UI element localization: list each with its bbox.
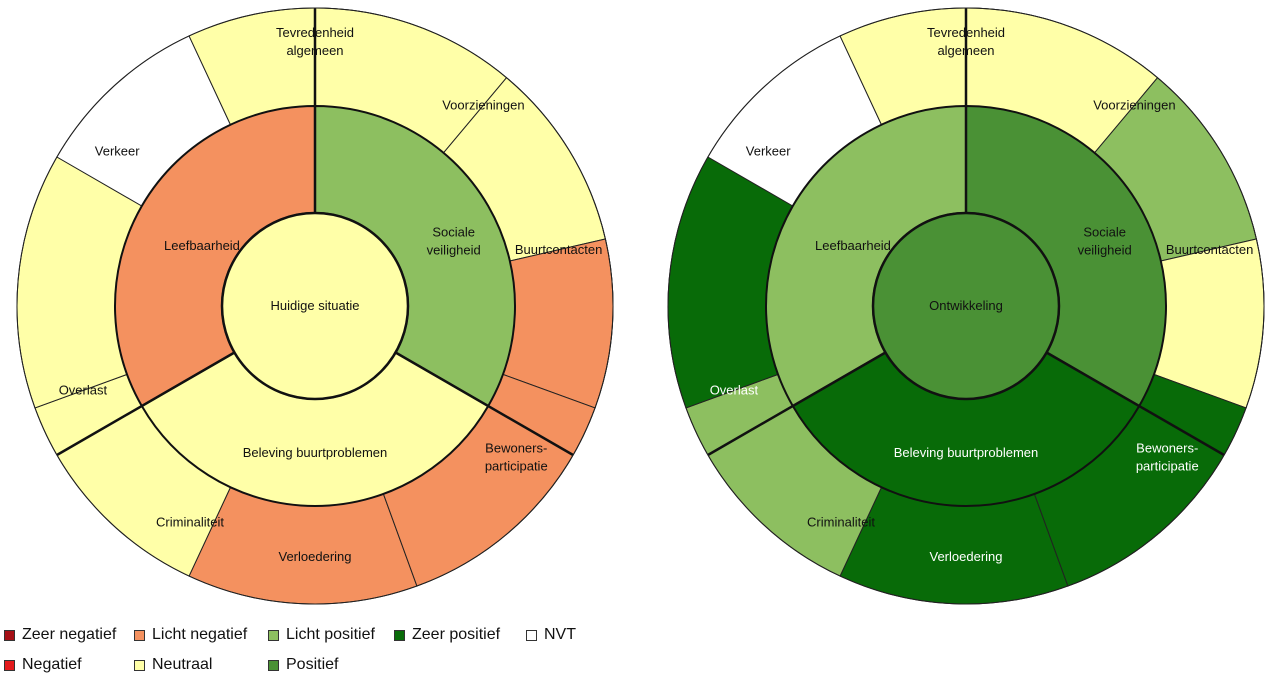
- segment-label-criminaliteit: Criminaliteit: [807, 515, 875, 530]
- group-label-leefbaarheid: Leefbaarheid: [164, 238, 240, 253]
- legend-item-negatief: Negatief: [4, 656, 82, 674]
- segment-label-verkeer: Verkeer: [746, 143, 791, 158]
- legend-item-neutraal: Neutraal: [134, 656, 212, 674]
- outer-ring-border: [667, 7, 1265, 605]
- segment-label-buurtcontacten: Buurtcontacten: [515, 242, 602, 257]
- legend-swatch-zeer-positief: [394, 629, 405, 641]
- segment-label-bewoners-participatie: Bewoners-participatie: [1136, 441, 1199, 474]
- segment-label-verloedering: Verloedering: [930, 549, 1003, 564]
- legend-label: Neutraal: [152, 656, 213, 673]
- legend-swatch-negatief: [4, 659, 15, 671]
- legend-swatch-licht-negatief: [134, 629, 145, 641]
- segment-label-voorzieningen: Voorzieningen: [442, 97, 524, 112]
- category-divider: [707, 351, 887, 457]
- category-divider: [56, 351, 236, 457]
- legend-swatch-positief: [268, 659, 279, 671]
- group-label-beleving-buurtproblemen: Beleving buurtproblemen: [243, 445, 388, 460]
- segment-label-overlast: Overlast: [710, 382, 759, 397]
- category-divider: [394, 351, 574, 457]
- segment-label-buurtcontacten: Buurtcontacten: [1166, 242, 1253, 257]
- center-label: Huidige situatie: [271, 298, 360, 313]
- legend-swatch-licht-positief: [268, 629, 279, 641]
- group-label-sociale-veiligheid: Sociale veiligheid: [1078, 224, 1132, 257]
- group-label-beleving-buurtproblemen: Beleving buurtproblemen: [894, 445, 1039, 460]
- outer-ring-border: [16, 7, 614, 605]
- segment-label-verkeer: Verkeer: [95, 143, 140, 158]
- segment-label-bewoners-participatie: Bewoners-participatie: [485, 441, 548, 474]
- segment-label-overlast: Overlast: [59, 382, 108, 397]
- group-label-leefbaarheid: Leefbaarheid: [815, 238, 891, 253]
- center-circle: [871, 211, 1061, 401]
- legend-swatch-zeer-negatief: [4, 629, 15, 641]
- legend-label: Licht positief: [286, 626, 375, 643]
- legend-label: Positief: [286, 656, 339, 673]
- legend-label: Zeer negatief: [22, 626, 117, 643]
- legend-swatch-nvt: [526, 629, 537, 641]
- legend-item-zeer-negatief: Zeer negatief: [4, 626, 116, 644]
- legend-item-nvt: NVT: [526, 626, 576, 644]
- center-circle: [220, 211, 410, 401]
- category-divider: [1045, 351, 1225, 457]
- segment-label-verloedering: Verloedering: [279, 549, 352, 564]
- legend-item-zeer-positief: Zeer positief: [394, 626, 500, 644]
- segment-label-voorzieningen: Voorzieningen: [1093, 97, 1175, 112]
- legend-label: Licht negatief: [152, 626, 248, 643]
- legend-item-positief: Positief: [268, 656, 338, 674]
- segment-label-criminaliteit: Criminaliteit: [156, 515, 224, 530]
- center-label: Ontwikkeling: [929, 298, 1003, 313]
- group-label-sociale-veiligheid: Sociale veiligheid: [427, 224, 481, 257]
- legend-swatch-neutraal: [134, 659, 145, 671]
- legend-item-licht-negatief: Licht negatief: [134, 626, 247, 644]
- legend-label: Zeer positief: [412, 626, 501, 643]
- legend-label: NVT: [544, 626, 576, 643]
- sunburst-charts: VeiligheidsgevoelSlachtoffer-schapVermij…: [16, 7, 1265, 605]
- legend-item-licht-positief: Licht positief: [268, 626, 375, 644]
- legend: Zeer negatief Licht negatief Licht posit…: [0, 622, 640, 680]
- legend-label: Negatief: [22, 656, 82, 673]
